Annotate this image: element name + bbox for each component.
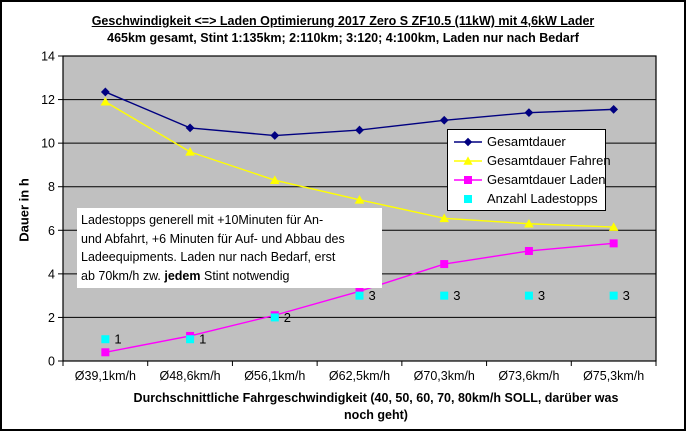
y-tick-label: 8 <box>48 180 55 194</box>
y-axis-title: Dauer in h <box>16 178 32 242</box>
marker-gesamtdauer-laden-6 <box>609 239 618 248</box>
x-tick-label: Ø39,1km/h <box>75 369 136 383</box>
legend-marker-square-icon <box>464 194 472 203</box>
data-label: 1 <box>199 332 206 347</box>
marker-gesamtdauer-6 <box>609 104 619 114</box>
data-label: 1 <box>114 332 121 347</box>
legend-item-gesamtdauer-fahren: Gesamtdauer Fahren <box>448 151 611 170</box>
legend-item-anzahl-ladestopps: Anzahl Ladestopps <box>448 189 605 208</box>
y-tick-label: 14 <box>41 50 55 64</box>
chart-subtitle: 465km gesamt, Stint 1:135km; 2:110km; 3:… <box>107 31 579 45</box>
y-tick-label: 2 <box>48 311 55 325</box>
marker-gesamtdauer-laden-5 <box>524 246 533 255</box>
x-tick-label: Ø75,3km/h <box>583 369 644 383</box>
y-tick-label: 4 <box>48 267 55 281</box>
marker-anzahl-ladestopps-4 <box>440 291 449 300</box>
legend-label: Gesamtdauer <box>487 134 566 149</box>
marker-anzahl-ladestopps-6 <box>609 291 618 300</box>
data-label: 3 <box>538 288 545 303</box>
marker-gesamtdauer-fahren-2 <box>269 175 280 184</box>
y-tick-label: 10 <box>41 137 55 151</box>
y-tick-label: 12 <box>41 93 55 107</box>
marker-gesamtdauer-4 <box>439 115 449 125</box>
annotation-line: Ladestopps generell mit +10Minuten für A… <box>81 213 324 227</box>
x-tick-label: Ø73,6km/h <box>498 369 559 383</box>
x-axis-title-line2: noch geht) <box>344 407 408 422</box>
legend-item-gesamtdauer-laden: Gesamtdauer Laden <box>448 170 606 189</box>
x-tick-label: Ø48,6km/h <box>160 369 221 383</box>
marker-gesamtdauer-1 <box>185 123 195 133</box>
marker-gesamtdauer-fahren-3 <box>354 194 365 204</box>
marker-gesamtdauer-laden-4 <box>440 260 449 269</box>
legend: Gesamtdauer Gesamtdauer Fahren Gesamtdauer… <box>447 129 611 211</box>
marker-gesamtdauer-2 <box>270 131 280 140</box>
title-block: Geschwindigkeit <=> Laden Optimierung 20… <box>2 13 684 47</box>
data-label: 3 <box>369 288 376 303</box>
legend-label: Gesamtdauer Fahren <box>487 153 611 168</box>
marker-anzahl-ladestopps-2 <box>270 313 279 322</box>
y-tick-label: 0 <box>48 355 55 369</box>
marker-gesamtdauer-fahren-5 <box>524 218 534 228</box>
legend-marker-square-icon <box>454 175 482 184</box>
marker-anzahl-ladestopps-5 <box>524 291 533 300</box>
marker-anzahl-ladestopps-0 <box>101 335 110 344</box>
x-axis-title: Durchschnittliche Fahrgeschwindigkeit (4… <box>66 390 684 423</box>
annotation-line: ab 70km/h zw. jedem Stint notwendig <box>81 268 290 283</box>
annotation-box: Ladestopps generell mit +10Minuten für A… <box>77 208 382 288</box>
x-axis-title-line1: Durchschnittliche Fahrgeschwindigkeit (4… <box>133 391 619 405</box>
legend-marker-diamond-icon <box>454 137 482 146</box>
marker-gesamtdauer-fahren-6 <box>608 222 619 231</box>
marker-gesamtdauer-5 <box>524 108 534 118</box>
chart-title: Geschwindigkeit <=> Laden Optimierung 20… <box>91 14 595 28</box>
marker-gesamtdauer-fahren-0 <box>100 96 111 106</box>
legend-label: Gesamtdauer Laden <box>487 172 606 187</box>
marker-gesamtdauer-laden-0 <box>101 348 110 357</box>
data-label: 3 <box>623 288 630 303</box>
legend-label: Anzahl Ladestopps <box>487 191 598 206</box>
x-tick-label: Ø62,5km/h <box>329 369 390 383</box>
marker-gesamtdauer-fahren-1 <box>185 147 195 156</box>
x-tick-label: Ø70,3km/h <box>414 369 475 383</box>
marker-gesamtdauer-fahren-4 <box>439 213 450 223</box>
marker-anzahl-ladestopps-1 <box>186 335 195 344</box>
marker-gesamtdauer-3 <box>355 125 364 135</box>
x-tick-label: Ø56,1km/h <box>244 369 305 383</box>
annotation-line: und Abfahrt, +6 Minuten für Auf- und Abb… <box>81 231 345 246</box>
legend-item-gesamtdauer: Gesamtdauer <box>448 132 605 151</box>
annotation-line: Ladeequipments. Laden nur nach Bedarf, e… <box>81 250 336 264</box>
y-tick-label: 6 <box>48 224 55 238</box>
marker-gesamtdauer-0 <box>100 87 110 97</box>
marker-gesamtdauer-laden-3 <box>355 287 364 296</box>
legend-marker-triangle-icon <box>454 155 482 165</box>
data-label: 2 <box>284 310 291 325</box>
marker-anzahl-ladestopps-3 <box>355 291 364 300</box>
data-label: 3 <box>453 288 460 303</box>
